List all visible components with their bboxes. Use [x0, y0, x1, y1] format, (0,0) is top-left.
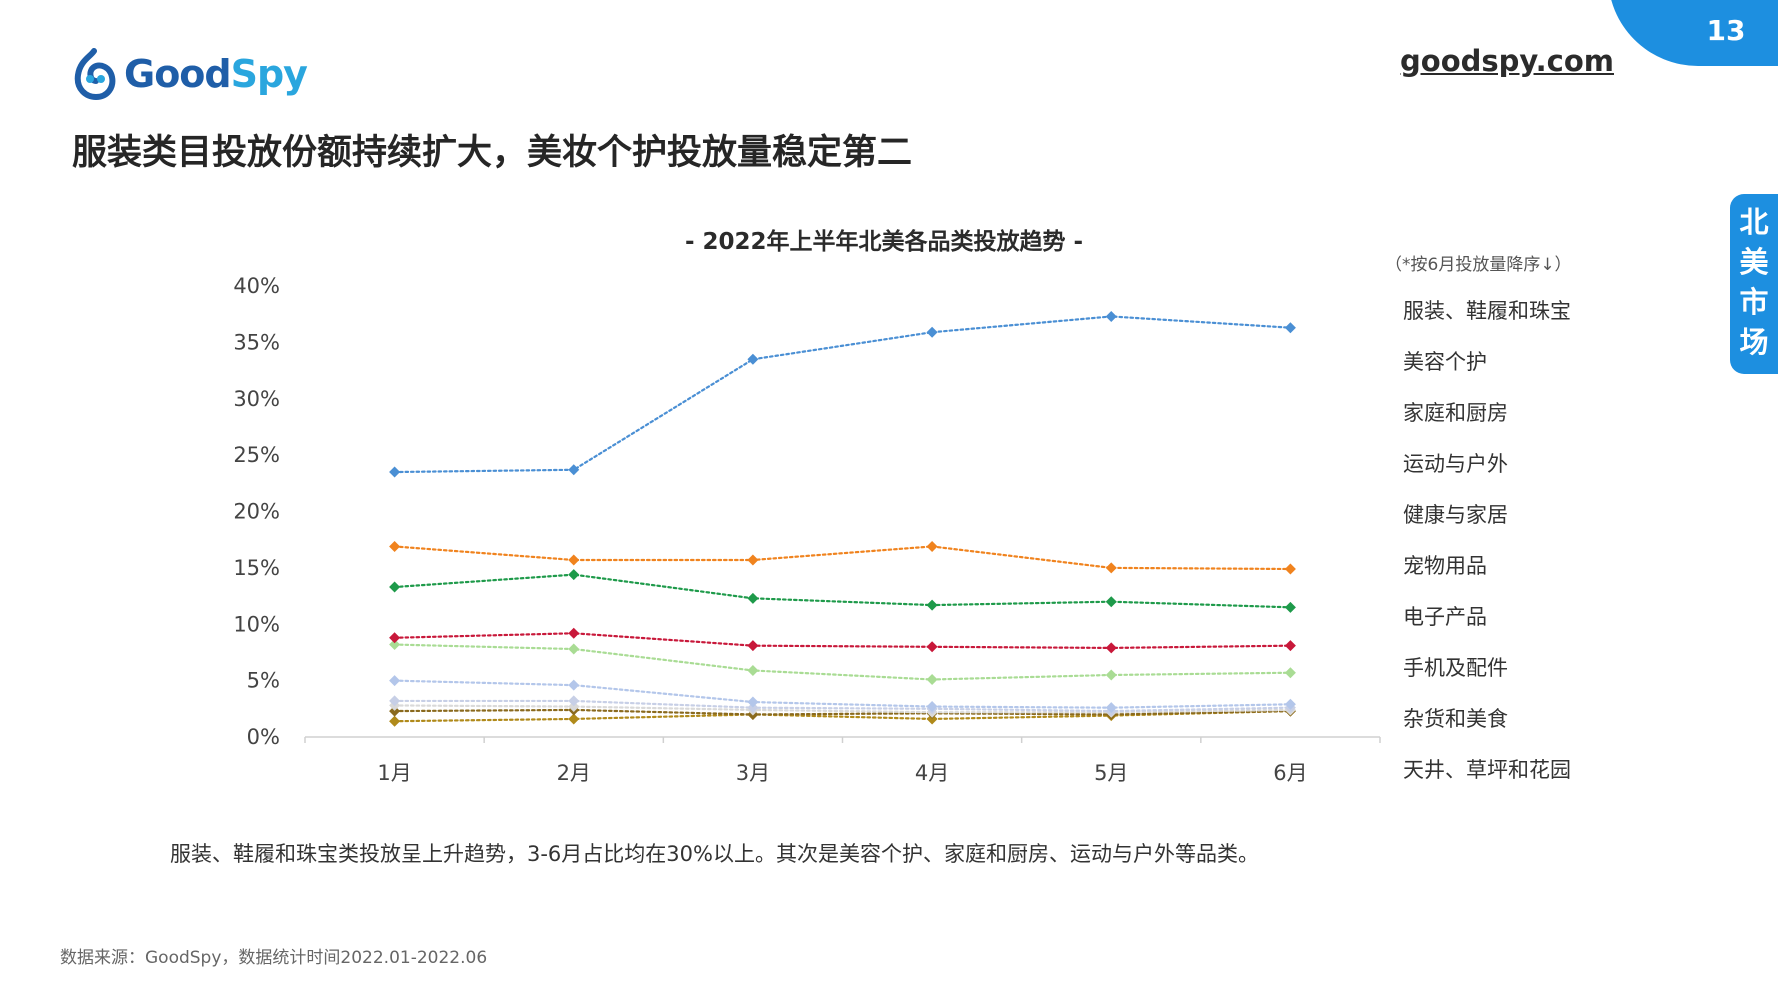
series-line: [393, 708, 1292, 716]
chart-title: - 2022年上半年北美各品类投放趋势 -: [684, 229, 1084, 255]
data-point: [568, 627, 580, 639]
data-point: [926, 673, 938, 685]
data-point: [389, 695, 401, 707]
data-point: [568, 695, 580, 707]
data-point: [1105, 642, 1117, 654]
data-point: [747, 640, 759, 652]
data-point: [568, 679, 580, 691]
data-point: [1105, 562, 1117, 574]
series-line: [393, 315, 1292, 474]
legend-item: 宠物用品: [1403, 554, 1487, 578]
y-tick-label: 15%: [233, 556, 280, 580]
data-point: [1105, 669, 1117, 681]
side-tab-label: 北美市场: [1730, 202, 1778, 362]
data-point: [1284, 640, 1296, 652]
series-line: [393, 699, 1292, 713]
data-point: [389, 540, 401, 552]
data-point: [926, 540, 938, 552]
x-tick-label: 6月: [1273, 761, 1307, 785]
data-point: [568, 643, 580, 655]
data-point: [926, 641, 938, 653]
y-tick-label: 0%: [247, 725, 280, 749]
y-tick-label: 40%: [233, 274, 280, 298]
series-line: [393, 545, 1292, 571]
series-line: [393, 709, 1292, 723]
data-point: [747, 696, 759, 708]
side-tab-char: 北: [1739, 205, 1769, 239]
data-point: [568, 713, 580, 725]
goodspy-logo: GoodSpy: [70, 44, 308, 104]
x-tick-label: 5月: [1094, 761, 1128, 785]
legend-item: 服装、鞋履和珠宝: [1403, 299, 1571, 323]
legend-item: 天井、草坪和花园: [1403, 758, 1571, 782]
data-point: [747, 554, 759, 566]
x-tick-label: 2月: [557, 761, 591, 785]
data-point: [1105, 310, 1117, 322]
y-tick-label: 25%: [233, 443, 280, 467]
legend-item: 杂货和美食: [1403, 707, 1508, 731]
side-tab-char: 市: [1739, 285, 1769, 319]
y-tick-label: 30%: [233, 387, 280, 411]
legend-item: 电子产品: [1403, 605, 1487, 629]
data-point: [389, 705, 401, 717]
y-tick-label: 35%: [233, 330, 280, 354]
legend-item: 手机及配件: [1403, 656, 1508, 680]
data-point: [747, 664, 759, 676]
data-point: [389, 675, 401, 687]
series-line: [393, 573, 1292, 609]
chart-summary: 服装、鞋履和珠宝类投放呈上升趋势，3-6月占比均在30%以上。其次是美容个护、家…: [170, 842, 1259, 866]
page-title: 服装类目投放份额持续扩大，美妆个护投放量稳定第二: [72, 133, 913, 173]
data-point: [1105, 596, 1117, 608]
logo-text: GoodSpy: [124, 52, 308, 96]
data-point: [926, 599, 938, 611]
x-tick-label: 1月: [377, 761, 411, 785]
data-point: [1105, 702, 1117, 714]
data-point: [568, 701, 580, 713]
data-point: [747, 702, 759, 714]
data-source: 数据来源：GoodSpy，数据统计时间2022.01-2022.06: [60, 948, 488, 968]
site-link[interactable]: goodspy.com: [1400, 44, 1614, 78]
data-point: [389, 581, 401, 593]
legend-item: 运动与户外: [1403, 452, 1508, 476]
legend-item: 家庭和厨房: [1403, 401, 1508, 425]
page-number: 13: [1706, 14, 1746, 47]
series-line: [393, 704, 1292, 714]
y-tick-label: 20%: [233, 500, 280, 524]
data-point: [747, 592, 759, 604]
goodspy-logo-icon: [74, 48, 116, 101]
series-line: [393, 643, 1292, 681]
series-line: [393, 632, 1292, 650]
side-tab-char: 场: [1739, 325, 1769, 359]
x-tick-label: 4月: [915, 761, 949, 785]
data-point: [1284, 563, 1296, 575]
data-point: [568, 554, 580, 566]
data-point: [1284, 698, 1296, 710]
legend-note: （*按6月投放量降序↓）: [1385, 255, 1572, 275]
side-tab-north-america: 北美市场: [1730, 194, 1778, 374]
data-point: [1284, 322, 1296, 334]
data-point: [568, 569, 580, 581]
side-tab-char: 美: [1739, 245, 1769, 279]
data-point: [1284, 667, 1296, 679]
legend-item: 美容个护: [1403, 350, 1487, 374]
series-line: [393, 679, 1292, 709]
data-point: [926, 701, 938, 713]
data-point: [389, 715, 401, 727]
data-point: [389, 466, 401, 478]
y-tick-label: 10%: [233, 612, 280, 636]
data-point: [1284, 601, 1296, 613]
data-point: [568, 464, 580, 476]
legend-item: 健康与家居: [1403, 503, 1508, 527]
y-tick-label: 5%: [247, 669, 280, 693]
data-point: [389, 639, 401, 651]
data-point: [926, 326, 938, 338]
data-point: [389, 632, 401, 644]
x-tick-label: 3月: [736, 761, 770, 785]
data-point: [926, 713, 938, 725]
data-point: [747, 353, 759, 365]
